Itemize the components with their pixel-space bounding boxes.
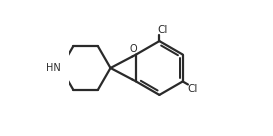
Text: Cl: Cl bbox=[158, 25, 168, 35]
Text: Cl: Cl bbox=[187, 84, 197, 94]
Text: HN: HN bbox=[46, 63, 61, 73]
Text: O: O bbox=[130, 44, 137, 54]
